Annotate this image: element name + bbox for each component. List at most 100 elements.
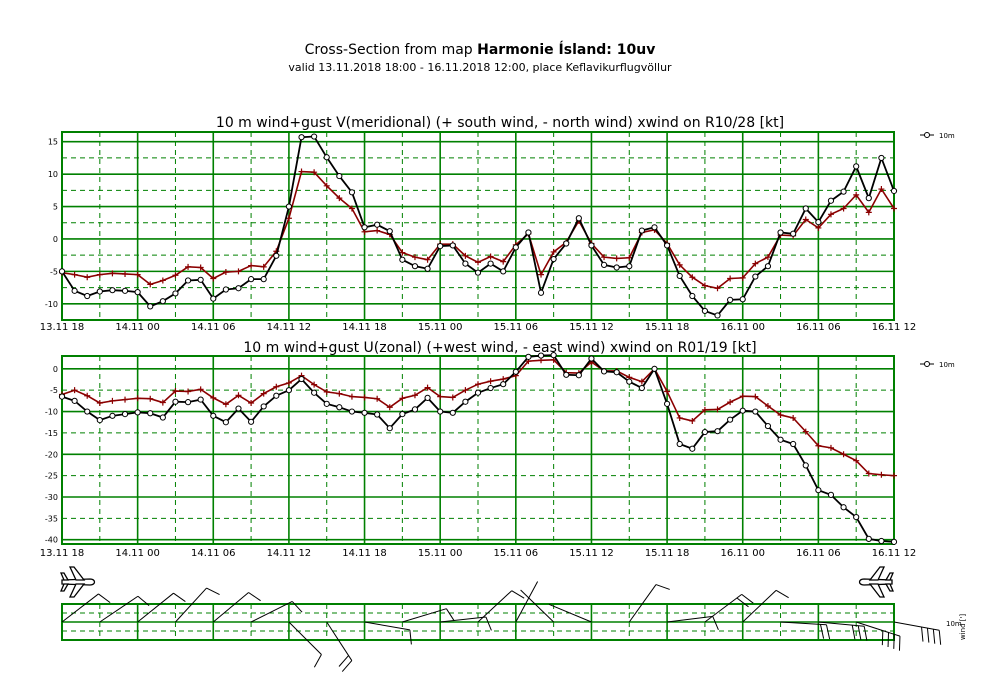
data-point-gust <box>109 287 116 294</box>
data-point-gust <box>714 428 721 435</box>
data-point-gust <box>273 392 280 399</box>
data-point-gust <box>853 513 860 521</box>
data-point-wind <box>475 259 481 266</box>
data-point-gust <box>487 260 494 267</box>
data-point-wind <box>84 392 91 399</box>
data-point-wind <box>147 281 154 288</box>
data-point-gust <box>449 242 456 249</box>
data-point-gust <box>247 276 255 283</box>
data-point-wind <box>109 270 116 277</box>
data-point-wind <box>122 270 129 277</box>
data-point-wind <box>891 472 897 479</box>
data-point-wind <box>109 397 116 404</box>
wind-barb-feather <box>409 629 412 645</box>
wind-barb-feather <box>857 625 862 641</box>
u-wind-chart: 0 -5 -10 -15 -20 -25 -30 -35 -40 13.11 18 14.11 00… <box>40 352 955 559</box>
data-point-gust <box>512 368 519 375</box>
wind-barb-feather <box>485 616 492 631</box>
data-point-gust <box>739 407 746 414</box>
wind-barb-feather <box>313 654 322 668</box>
y-tick-label: 0 <box>53 365 58 374</box>
wind-barb-shaft <box>402 608 447 623</box>
wind-barb-shaft <box>99 595 139 623</box>
data-point-gust <box>84 292 91 300</box>
data-point-wind <box>764 402 771 409</box>
data-point-gust <box>399 411 406 418</box>
y-tick-label: -35 <box>45 514 58 523</box>
data-point-wind <box>853 457 860 464</box>
legend-label: 10m <box>939 361 955 369</box>
x-tick-label: 14.11 12 <box>267 548 312 559</box>
data-point-wind <box>134 395 141 402</box>
wind-barb-shaft <box>856 621 901 637</box>
wind-barb-feather <box>98 593 111 604</box>
data-point-wind <box>878 186 885 193</box>
wind-barb-feather <box>712 616 719 631</box>
wind-barb-shaft <box>250 600 293 623</box>
x-tick-label: 15.11 18 <box>645 548 690 559</box>
data-point-wind <box>601 254 608 261</box>
wind-barb-feather <box>932 629 936 644</box>
wind-barb-shaft <box>61 593 99 623</box>
data-point-wind <box>613 255 620 262</box>
data-point-gust <box>386 425 393 432</box>
wind-barb-feather <box>736 597 749 608</box>
data-point-wind <box>689 274 696 281</box>
wind-barb-shaft <box>742 589 777 623</box>
data-point-wind <box>487 378 494 385</box>
data-point-wind <box>638 378 645 385</box>
data-point-gust <box>184 277 192 284</box>
data-point-gust <box>462 260 469 267</box>
data-point-gust <box>878 154 885 162</box>
data-point-wind <box>853 191 860 198</box>
data-point-wind <box>298 168 305 175</box>
data-point-wind <box>84 274 91 281</box>
data-point-wind <box>802 428 809 435</box>
data-point-wind <box>185 388 192 395</box>
wind-barb-feather <box>511 590 525 599</box>
wind-barb-shaft <box>548 603 592 623</box>
legend-marker <box>924 132 930 138</box>
data-point-gust <box>802 205 809 212</box>
data-point-gust <box>58 393 66 400</box>
data-point-wind <box>538 271 545 278</box>
data-point-gust <box>298 134 305 141</box>
data-point-gust <box>96 416 103 424</box>
data-point-wind <box>462 252 469 259</box>
data-point-gust <box>336 404 343 411</box>
wind-barb-feather <box>775 589 789 599</box>
data-point-gust <box>840 188 847 195</box>
data-point-gust <box>374 411 381 418</box>
data-point-wind <box>159 277 166 284</box>
data-point-wind <box>122 396 129 403</box>
data-point-wind <box>159 399 166 406</box>
data-point-gust <box>159 298 166 305</box>
x-tick-label: 16.11 06 <box>796 548 841 559</box>
data-point-wind <box>790 414 797 421</box>
data-point-gust <box>386 228 393 235</box>
data-point-gust <box>827 197 835 204</box>
wind-barb-feather <box>248 592 261 602</box>
barb-axis-label: wind ['] <box>959 614 967 640</box>
data-point-gust <box>752 273 759 280</box>
data-point-gust <box>71 397 78 404</box>
data-point-wind <box>865 209 872 216</box>
x-tick-label: 15.11 12 <box>569 548 614 559</box>
data-point-gust <box>71 287 78 294</box>
x-tick-label: 15.11 18 <box>645 322 690 333</box>
wind-barb-shaft <box>477 590 513 623</box>
data-point-wind <box>311 169 318 176</box>
wind-barb-panel <box>61 581 942 672</box>
data-point-gust <box>853 163 860 170</box>
data-point-gust <box>626 378 633 385</box>
x-tick-label: 16.11 00 <box>720 548 765 559</box>
data-point-gust <box>437 242 444 250</box>
data-point-gust <box>563 240 570 247</box>
x-tick-label: 16.11 00 <box>720 322 765 333</box>
data-point-gust <box>500 381 507 388</box>
data-point-wind <box>248 262 255 269</box>
data-point-wind <box>727 399 734 406</box>
data-point-gust <box>613 264 620 271</box>
data-point-gust <box>676 272 683 280</box>
